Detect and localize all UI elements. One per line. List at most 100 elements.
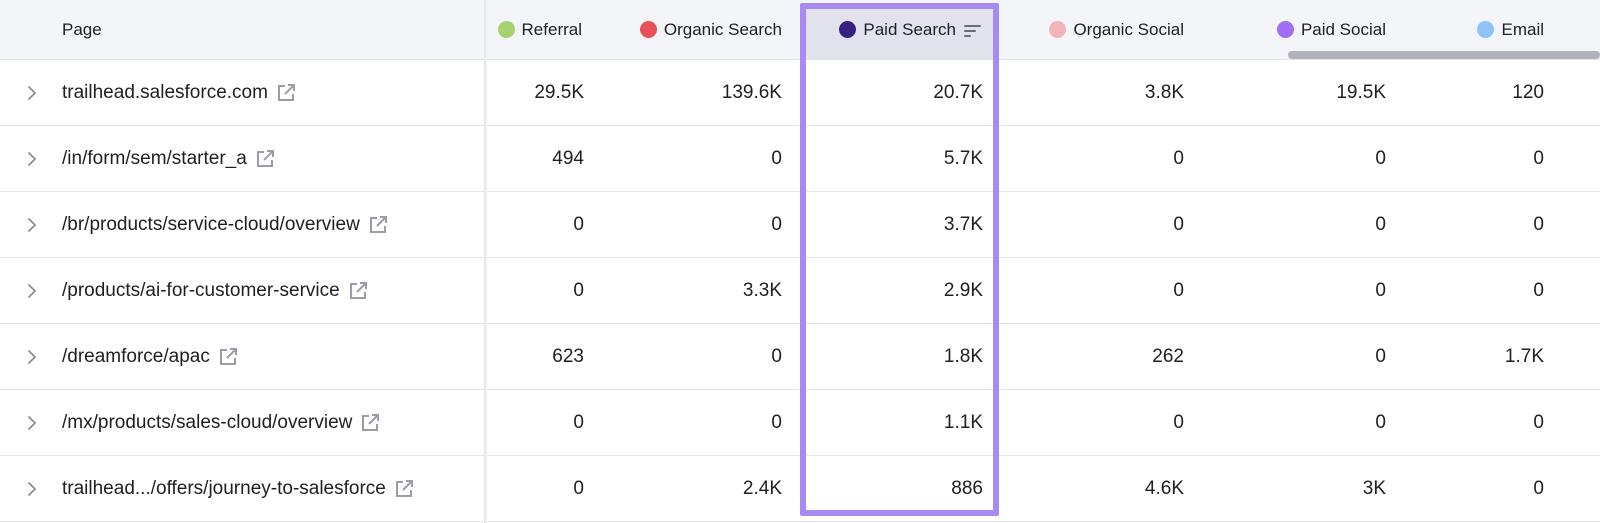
value-cell-paid-search[interactable]: 1.8K: [943, 345, 983, 367]
table-row: /mx/products/sales-cloud/overview 0 0 1.1K 0…: [0, 390, 1600, 456]
column-header-paid-search[interactable]: Paid Search: [839, 0, 982, 59]
value-cell-organic-search[interactable]: 0: [771, 147, 782, 169]
external-link-icon: [349, 281, 367, 299]
sorted-column-header-background: [804, 8, 995, 60]
value-cell-paid-social[interactable]: 3K: [1362, 477, 1386, 499]
value-cell-organic-social[interactable]: 0: [1173, 147, 1184, 169]
value-cell-organic-search[interactable]: 139.6K: [721, 81, 782, 103]
value-cell-referral[interactable]: 0: [573, 279, 584, 301]
value-cell-email[interactable]: 0: [1533, 147, 1544, 169]
value-cell-referral[interactable]: 0: [573, 411, 584, 433]
value-cell-organic-social[interactable]: 3.8K: [1144, 81, 1184, 103]
value-cell-email[interactable]: 0: [1533, 279, 1544, 301]
value-cell-email[interactable]: 0: [1533, 213, 1544, 235]
value-cell-paid-search[interactable]: 3.7K: [943, 213, 983, 235]
value-cell-paid-social[interactable]: 0: [1375, 147, 1386, 169]
value-cell-organic-search[interactable]: 0: [771, 411, 782, 433]
external-link-button[interactable]: [360, 413, 380, 433]
chevron-right-icon: [28, 481, 36, 496]
value-cell-paid-social[interactable]: 0: [1375, 279, 1386, 301]
value-cell-organic-social[interactable]: 0: [1173, 411, 1184, 433]
value-cell-referral[interactable]: 29.5K: [534, 81, 584, 103]
value-cell-organic-social[interactable]: 262: [1152, 345, 1184, 367]
value-cell-paid-search[interactable]: 2.9K: [943, 279, 983, 301]
value-cell-organic-social[interactable]: 0: [1173, 279, 1184, 301]
value-cell-organic-search[interactable]: 0: [771, 345, 782, 367]
chevron-right-icon: [28, 415, 36, 430]
column-header-organic-search[interactable]: Organic Search: [639, 0, 782, 59]
value-cell-email[interactable]: 120: [1512, 81, 1544, 103]
value-cell-email[interactable]: 1.7K: [1504, 345, 1544, 367]
value-cell-paid-social[interactable]: 0: [1375, 345, 1386, 367]
value-cell-organic-social[interactable]: 0: [1173, 213, 1184, 235]
legend-dot-organic-search: [639, 21, 657, 38]
table-row: /products/ai-for-customer-service 0 3.3K 2.…: [0, 258, 1600, 324]
value-cell-paid-social[interactable]: 0: [1375, 411, 1386, 433]
legend-dot-email: [1477, 21, 1495, 38]
value-cell-paid-social[interactable]: 19.5K: [1336, 81, 1386, 103]
value-cell-referral[interactable]: 0: [573, 213, 584, 235]
value-cell-paid-search[interactable]: 1.1K: [943, 411, 983, 433]
legend-dot-paid-social: [1276, 21, 1294, 38]
legend-dot-referral: [497, 21, 515, 38]
expand-row-button[interactable]: [27, 456, 37, 521]
value-cell-paid-social[interactable]: 0: [1375, 213, 1386, 235]
value-cell-paid-search[interactable]: 886: [951, 477, 983, 499]
expand-row-button[interactable]: [27, 258, 37, 323]
column-header-paid-social[interactable]: Paid Social: [1276, 0, 1386, 59]
external-link-icon: [219, 347, 237, 365]
legend-dot-organic-social: [1049, 21, 1067, 38]
column-header-page[interactable]: Page: [62, 19, 102, 39]
value-cell-paid-search[interactable]: 5.7K: [943, 147, 983, 169]
column-header-email[interactable]: Email: [1477, 0, 1544, 59]
value-cell-email[interactable]: 0: [1533, 477, 1544, 499]
column-header-label: Paid Social: [1300, 19, 1386, 39]
frozen-column-divider: [484, 0, 487, 523]
value-cell-referral[interactable]: 494: [552, 147, 584, 169]
value-cell-organic-search[interactable]: 3.3K: [742, 279, 782, 301]
external-link-icon: [362, 413, 380, 431]
external-link-button[interactable]: [394, 479, 414, 499]
value-cell-organic-social[interactable]: 4.6K: [1144, 477, 1184, 499]
expand-row-button[interactable]: [27, 60, 37, 125]
value-cell-referral[interactable]: 623: [552, 345, 584, 367]
page-link[interactable]: /dreamforce/apac: [62, 345, 210, 367]
external-link-button[interactable]: [368, 215, 388, 235]
chevron-right-icon: [28, 85, 36, 100]
page-link[interactable]: /in/form/sem/starter_a: [62, 147, 247, 169]
page-link[interactable]: /mx/products/sales-cloud/overview: [62, 411, 353, 433]
column-header-label: Organic Social: [1073, 19, 1184, 39]
page-link[interactable]: /br/products/service-cloud/overview: [62, 213, 360, 235]
expand-row-button[interactable]: [27, 324, 37, 389]
external-link-button[interactable]: [348, 281, 368, 301]
page-link[interactable]: trailhead.salesforce.com: [62, 81, 268, 103]
value-cell-email[interactable]: 0: [1533, 411, 1544, 433]
column-header-referral[interactable]: Referral: [497, 0, 582, 59]
value-cell-organic-search[interactable]: 0: [771, 213, 782, 235]
table-row: trailhead.salesforce.com 29.5K 139.6K 20.7K…: [0, 60, 1600, 126]
external-link-button[interactable]: [276, 83, 296, 103]
value-cell-organic-search[interactable]: 2.4K: [742, 477, 782, 499]
sort-descending-icon[interactable]: [964, 23, 982, 37]
external-link-button[interactable]: [255, 149, 275, 169]
expand-row-button[interactable]: [27, 192, 37, 257]
external-link-icon: [277, 83, 295, 101]
external-link-icon: [256, 149, 274, 167]
value-cell-paid-search[interactable]: 20.7K: [933, 81, 983, 103]
legend-dot-paid-search: [839, 21, 857, 38]
chevron-right-icon: [28, 217, 36, 232]
chevron-right-icon: [28, 151, 36, 166]
page-cell: /products/ai-for-customer-service: [62, 258, 368, 323]
page-link[interactable]: trailhead.../offers/journey-to-salesforc…: [62, 477, 386, 499]
column-header-label: Referral: [521, 19, 582, 39]
expand-row-button[interactable]: [27, 126, 37, 191]
column-header-organic-social[interactable]: Organic Social: [1049, 0, 1184, 59]
horizontal-scrollbar[interactable]: [1288, 51, 1600, 59]
page-link[interactable]: /products/ai-for-customer-service: [62, 279, 340, 301]
expand-row-button[interactable]: [27, 390, 37, 455]
column-header-label: Organic Search: [663, 19, 782, 39]
external-link-icon: [369, 215, 387, 233]
external-link-button[interactable]: [218, 347, 238, 367]
value-cell-referral[interactable]: 0: [573, 477, 584, 499]
